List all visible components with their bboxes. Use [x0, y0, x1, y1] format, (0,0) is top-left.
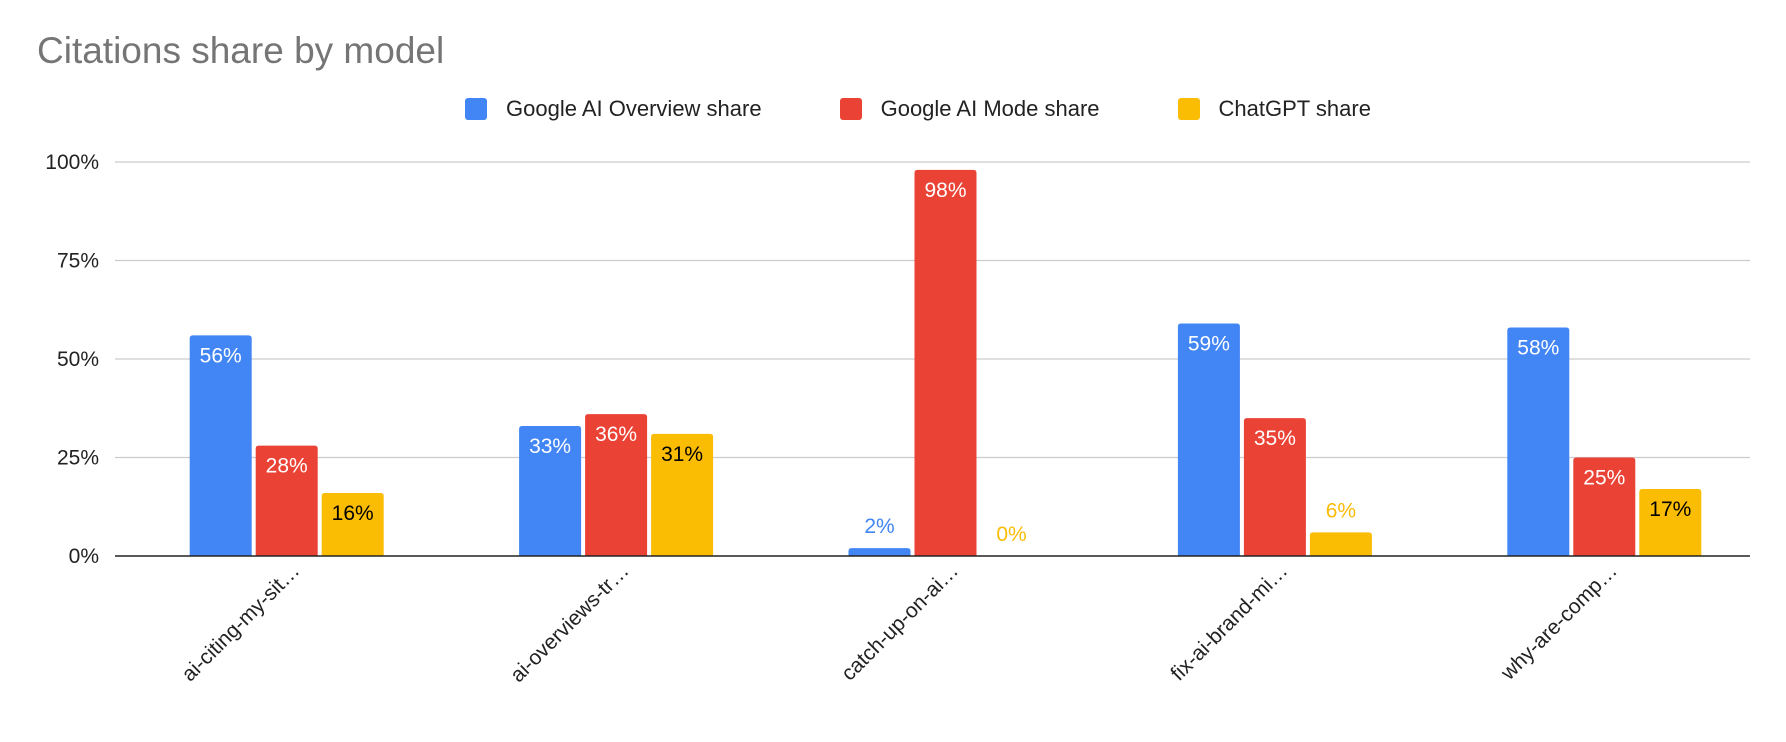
data-label: 28%: [266, 455, 308, 478]
x-tick-label: fix-ai-brand-mi…: [1166, 559, 1292, 685]
bar: [519, 425, 582, 556]
data-label: 59%: [1188, 333, 1230, 356]
legend-label: Google AI Mode share: [880, 96, 1100, 121]
legend-item-google-ai-overview[interactable]: Google AI Overview share: [415, 96, 762, 122]
data-label: 0%: [996, 523, 1026, 546]
y-tick-label: 25%: [57, 447, 99, 470]
bar: [189, 335, 252, 556]
data-label: 33%: [529, 435, 571, 458]
legend-label: Google AI Overview share: [506, 96, 762, 121]
y-tick-label: 50%: [57, 348, 99, 371]
legend-swatch: [465, 98, 488, 120]
data-label: 25%: [1583, 467, 1625, 490]
x-tick-label: ai-citing-my-sit…: [177, 559, 304, 686]
data-label: 36%: [595, 423, 637, 446]
bar: [1309, 532, 1372, 556]
data-label: 58%: [1517, 336, 1559, 359]
bar: [848, 548, 911, 556]
bar: [255, 445, 318, 556]
bar: [1177, 323, 1240, 556]
legend: Google AI Overview share Google AI Mode …: [0, 96, 1786, 122]
data-label: 17%: [1649, 498, 1691, 521]
bar: [1243, 418, 1306, 556]
bar: [321, 492, 384, 556]
data-label: 56%: [200, 344, 242, 367]
y-tick-label: 0%: [69, 545, 99, 568]
data-label: 98%: [924, 179, 966, 202]
y-tick-label: 100%: [45, 151, 99, 174]
bar: [914, 169, 977, 556]
data-label: 31%: [661, 443, 703, 466]
bar: [1573, 457, 1636, 556]
legend-item-google-ai-mode[interactable]: Google AI Mode share: [790, 96, 1100, 122]
data-label: 16%: [332, 502, 374, 525]
data-label: 6%: [1326, 499, 1356, 522]
y-tick-label: 75%: [57, 250, 99, 273]
x-tick-label: ai-overviews-tr…: [506, 559, 634, 687]
legend-swatch: [839, 98, 862, 120]
bar: [585, 414, 648, 556]
legend-swatch: [1177, 98, 1200, 120]
bar: [1639, 489, 1702, 556]
bar: [651, 433, 714, 556]
legend-item-chatgpt[interactable]: ChatGPT share: [1128, 96, 1371, 122]
legend-label: ChatGPT share: [1218, 96, 1371, 121]
data-label: 2%: [864, 515, 894, 538]
data-label: 35%: [1254, 427, 1296, 450]
x-tick-label: why-are-comp…: [1496, 559, 1622, 685]
chart-title: Citations share by model: [37, 30, 445, 71]
x-tick-label: catch-up-on-ai…: [837, 559, 963, 685]
bar: [1507, 327, 1570, 556]
